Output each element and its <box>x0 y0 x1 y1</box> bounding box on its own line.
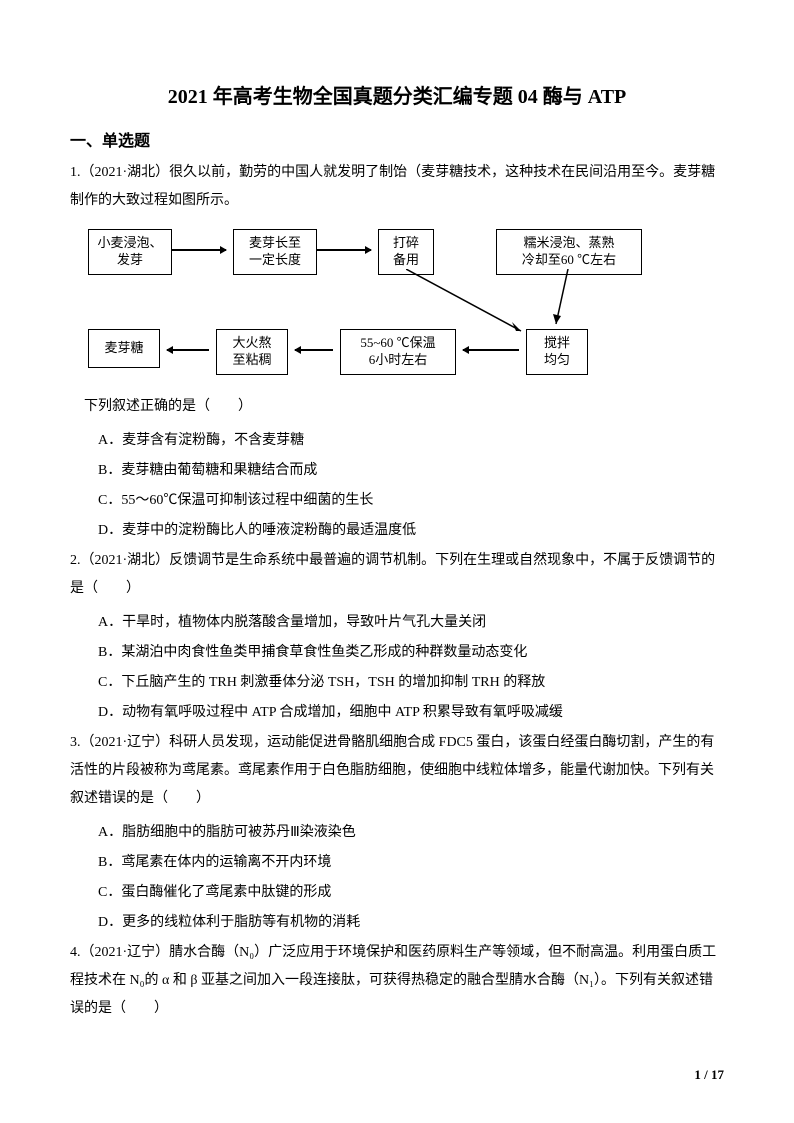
q3-option-b: B．鸢尾素在体内的运输离不开内环境 <box>70 849 724 877</box>
arrow-diag-1 <box>406 269 536 339</box>
page-number: 1 / 17 <box>694 1067 724 1083</box>
q3-option-c: C．蛋白酶催化了鸢尾素中肽键的形成 <box>70 879 724 907</box>
flow-box-3: 打碎备用 <box>378 229 434 275</box>
flow-box-1: 小麦浸泡、发芽 <box>88 229 172 275</box>
flowchart-diagram: 小麦浸泡、发芽 麦芽长至一定长度 打碎备用 糯米浸泡、蒸熟冷却至60 ℃左右 麦… <box>88 229 688 379</box>
flow-box-7: 大火熬至粘稠 <box>216 329 288 375</box>
q1-intro: 1.（2021·湖北）很久以前，勤劳的中国人就发明了制饴（麦芽糖技术，这种技术在… <box>70 159 724 215</box>
q1-option-d: D．麦芽中的淀粉酶比人的唾液淀粉酶的最适温度低 <box>70 517 724 545</box>
flow-box-4: 糯米浸泡、蒸熟冷却至60 ℃左右 <box>496 229 642 275</box>
section-header: 一、单选题 <box>70 127 724 151</box>
q2-intro: 2.（2021·湖北）反馈调节是生命系统中最普遍的调节机制。下列在生理或自然现象… <box>70 547 724 603</box>
q3-option-a: A．脂肪细胞中的脂肪可被苏丹Ⅲ染液染色 <box>70 819 724 847</box>
arrow <box>317 249 371 251</box>
arrow <box>167 349 209 351</box>
page-title: 2021 年高考生物全国真题分类汇编专题 04 酶与 ATP <box>70 80 724 109</box>
q3-intro: 3.（2021·辽宁）科研人员发现，运动能促进骨骼肌细胞合成 FDC5 蛋白，该… <box>70 729 724 813</box>
q4-intro: 4.（2021·辽宁）腈水合酶（N₀）广泛应用于环境保护和医药原料生产等领域，但… <box>70 939 724 1023</box>
arrow-diag-2 <box>550 269 600 334</box>
q1-option-c: C．55～60℃保温可抑制该过程中细菌的生长 <box>70 487 724 515</box>
q2-option-c: C．下丘脑产生的 TRH 刺激垂体分泌 TSH，TSH 的增加抑制 TRH 的释… <box>70 669 724 697</box>
arrow <box>295 349 333 351</box>
q1-option-a: A．麦芽含有淀粉酶，不含麦芽糖 <box>70 427 724 455</box>
q2-option-a: A．干旱时，植物体内脱落酸含量增加，导致叶片气孔大量关闭 <box>70 609 724 637</box>
arrow <box>172 249 226 251</box>
arrow <box>463 349 519 351</box>
q2-option-d: D．动物有氧呼吸过程中 ATP 合成增加，细胞中 ATP 积累导致有氧呼吸减缓 <box>70 699 724 727</box>
q1-option-b: B．麦芽糖由葡萄糖和果糖结合而成 <box>70 457 724 485</box>
q3-option-d: D．更多的线粒体利于脂肪等有机物的消耗 <box>70 909 724 937</box>
q1-prompt: 下列叙述正确的是（ ） <box>70 393 724 421</box>
flow-box-2: 麦芽长至一定长度 <box>233 229 317 275</box>
q2-option-b: B．某湖泊中肉食性鱼类甲捕食草食性鱼类乙形成的种群数量动态变化 <box>70 639 724 667</box>
flow-box-8: 麦芽糖 <box>88 329 160 368</box>
